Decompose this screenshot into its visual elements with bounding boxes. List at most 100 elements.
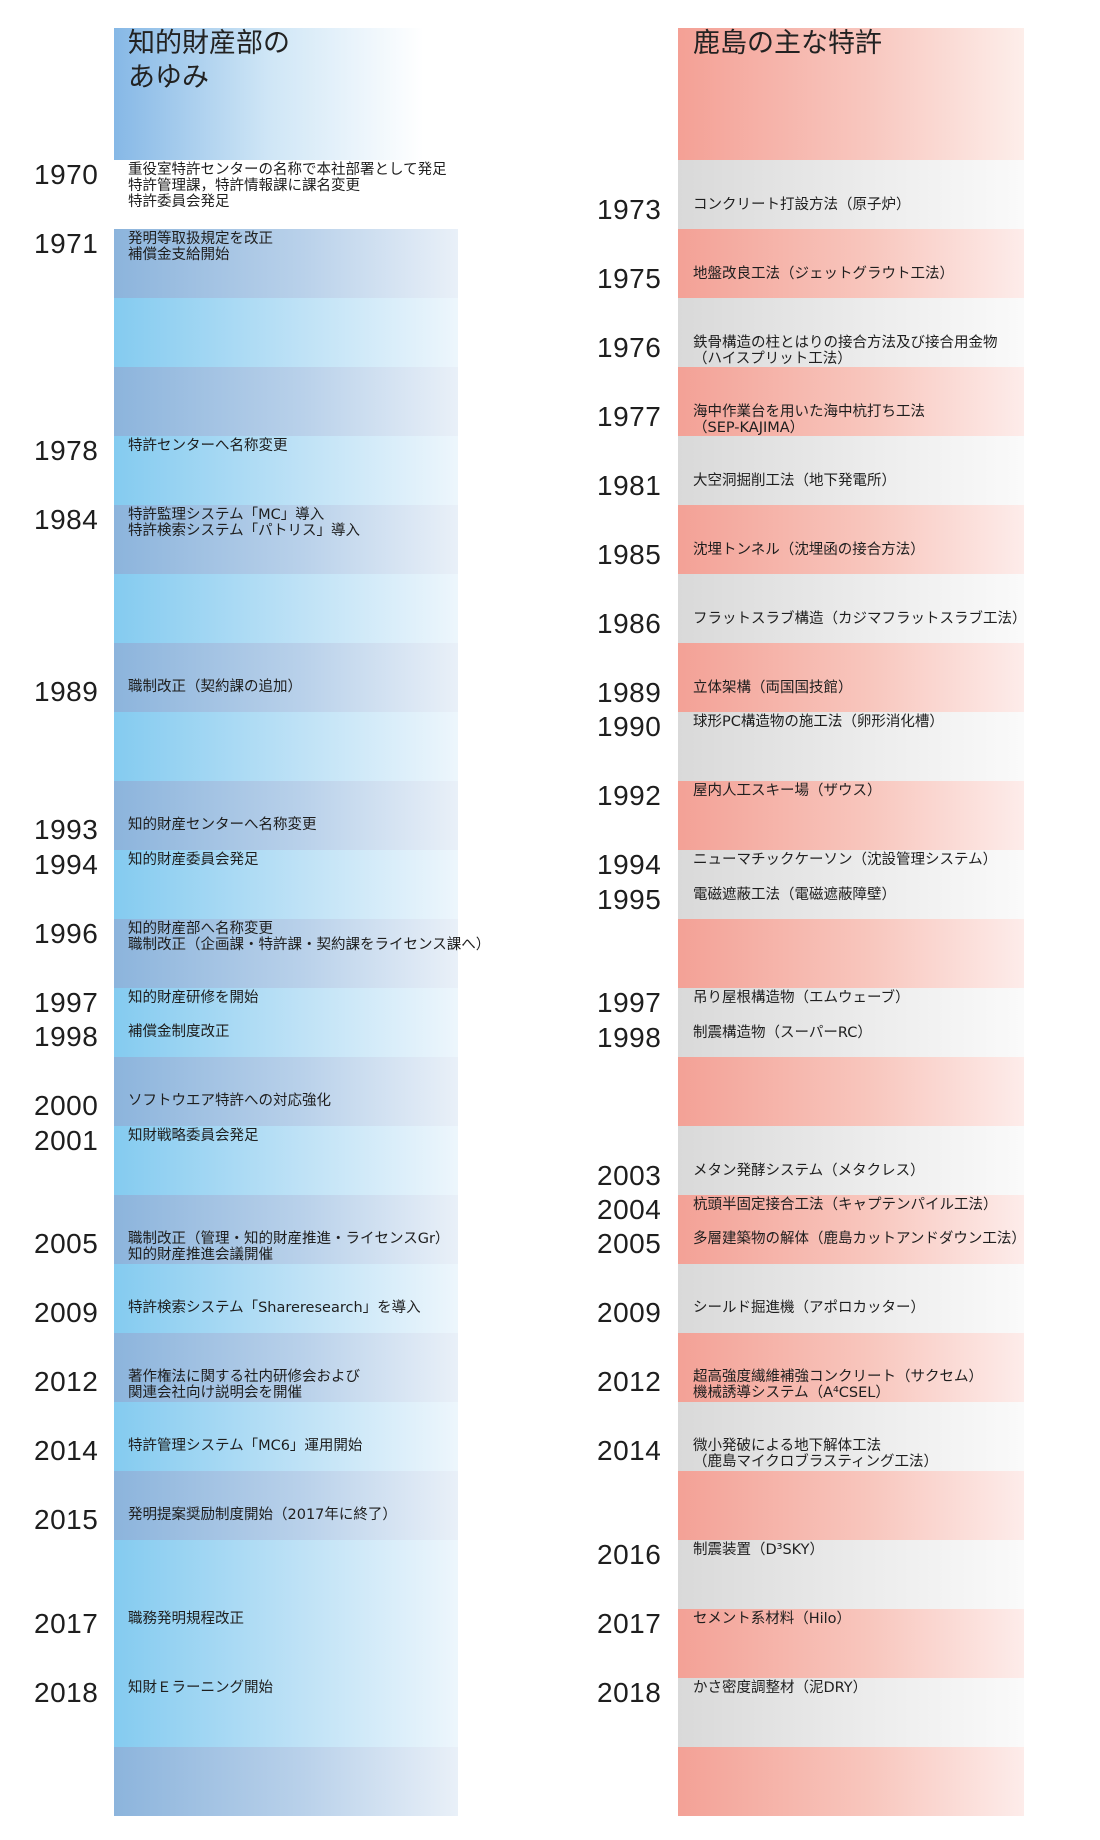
event-line: 微小発破による地下解体工法 (693, 1438, 882, 1454)
event-line: 杭頭半固定接合工法（キャプテンパイル工法） (693, 1197, 998, 1213)
right-event: 超高強度繊維補強コンクリート（サクセム） 機械誘導システム（A⁴CSEL） (693, 1369, 983, 1401)
left-year: 2000 (34, 1090, 99, 1121)
right-year: 1992 (597, 780, 662, 811)
event-line: 立体架構（両国国技館） (693, 680, 853, 696)
left-year: 2018 (34, 1677, 99, 1708)
event-line: ソフトウエア特許への対応強化 (128, 1093, 331, 1109)
left-band (114, 1264, 458, 1333)
right-year: 1994 (597, 849, 662, 880)
right-band (678, 1264, 1024, 1333)
event-line: 大空洞掘削工法（地下発電所） (693, 473, 896, 489)
right-year: 1986 (597, 608, 662, 639)
left-title-line1: 知的財産部の (128, 28, 290, 59)
event-line: 制震構造物（スーパーRC） (693, 1025, 872, 1041)
event-line: 地盤改良工法（ジェットグラウト工法） (693, 266, 954, 282)
event-line: 沈埋トンネル（沈埋函の接合方法） (693, 542, 925, 558)
left-event: 発明等取扱規定を改正 補償金支給開始 (128, 231, 273, 263)
right-band (678, 1540, 1024, 1609)
event-line: 関連会社向け説明会を開催 (128, 1385, 302, 1401)
event-line: 知的財産推進会議開催 (128, 1247, 273, 1263)
left-year: 2012 (34, 1366, 99, 1397)
left-band (114, 1057, 458, 1126)
left-year: 2017 (34, 1608, 99, 1639)
right-band (678, 1678, 1024, 1747)
right-event: 沈埋トンネル（沈埋函の接合方法） (693, 542, 925, 558)
event-line: 屋内人工スキー場（ザウス） (693, 783, 882, 799)
right-event: ニューマチックケーソン（沈設管理システム） (693, 852, 997, 868)
right-band (678, 229, 1024, 298)
right-year: 2003 (597, 1160, 662, 1191)
left-event: 知的財産委員会発足 (128, 852, 259, 868)
event-line: 機械誘導システム（A⁴CSEL） (693, 1385, 890, 1401)
event-line: メタン発酵システム（メタクレス） (693, 1163, 925, 1179)
left-band (114, 229, 458, 298)
right-band (678, 160, 1024, 229)
right-year: 2017 (597, 1608, 662, 1639)
right-band (678, 781, 1024, 850)
left-event: 特許検索システム「Shareresearch」を導入 (128, 1300, 421, 1316)
right-event: 鉄骨構造の柱とはりの接合方法及び接合用金物 （ハイスプリット工法） (693, 335, 998, 367)
right-band (678, 850, 1024, 919)
left-year: 1978 (34, 435, 99, 466)
right-band (678, 1471, 1024, 1540)
right-year: 2005 (597, 1228, 662, 1259)
left-band (114, 1747, 458, 1816)
left-event: 職制改正（管理・知的財産推進・ライセンスGr） 知的財産推進会議開催 (128, 1231, 449, 1263)
right-event: かさ密度調整材（泥DRY） (693, 1680, 867, 1696)
left-title-line2: あゆみ (128, 62, 209, 93)
right-band (678, 574, 1024, 643)
left-band (114, 1609, 458, 1678)
event-line: 知的財産部へ名称変更 (128, 921, 273, 937)
event-line: 重役室特許センターの名称で本社部署として発足 (128, 162, 447, 178)
left-band (114, 505, 458, 574)
right-event: コンクリート打設方法（原子炉） (693, 197, 911, 213)
right-year: 1973 (597, 194, 662, 225)
event-line: コンクリート打設方法（原子炉） (693, 197, 911, 213)
event-line: 知財戦略委員会発足 (128, 1128, 259, 1144)
left-band (114, 1471, 458, 1540)
right-event: メタン発酵システム（メタクレス） (693, 1163, 925, 1179)
event-line: ニューマチックケーソン（沈設管理システム） (693, 852, 998, 868)
right-event: シールド掘進機（アポロカッター） (693, 1300, 925, 1316)
event-line: （鹿島マイクロブラスティング工法） (693, 1454, 939, 1470)
left-event: 特許監理システム「MC」導入 特許検索システム「パトリス」導入 (128, 507, 360, 539)
left-year: 1971 (34, 228, 99, 259)
left-event: 職制改正（契約課の追加） (128, 679, 302, 695)
event-line: 特許監理システム「MC」導入 (128, 507, 325, 523)
event-line: 職務発明規程改正 (128, 1611, 244, 1627)
left-event: ソフトウエア特許への対応強化 (128, 1093, 331, 1109)
left-band (114, 1195, 458, 1264)
left-year: 1996 (34, 918, 99, 949)
event-line: 知的財産研修を開始 (128, 990, 259, 1006)
right-event: 杭頭半固定接合工法（キャプテンパイル工法） (693, 1197, 998, 1213)
left-event: 重役室特許センターの名称で本社部署として発足 特許管理課，特許情報課に課名変更 特許… (128, 162, 447, 210)
event-line: 職制改正（企画課・特許課・契約課をライセンス課へ） (128, 937, 491, 953)
event-line: （ハイスプリット工法） (693, 351, 852, 367)
right-band (678, 367, 1024, 436)
right-band (678, 712, 1024, 781)
right-year: 1995 (597, 884, 662, 915)
event-line: かさ密度調整材（泥DRY） (693, 1680, 868, 1696)
left-event: 知財Ｅラーニング開始 (128, 1680, 273, 1696)
right-year: 1998 (597, 1022, 662, 1053)
right-event: 海中作業台を用いた海中杭打ち工法 （SEP-KAJIMA） (693, 404, 925, 436)
left-band (114, 1333, 458, 1402)
right-year: 1989 (597, 677, 662, 708)
right-year: 1981 (597, 470, 662, 501)
event-line: 制震装置（D³SKY） (693, 1542, 825, 1558)
left-event: 知的財産センターへ名称変更 (128, 817, 317, 833)
right-header-band (678, 28, 1024, 160)
event-line: 知的財産センターへ名称変更 (128, 817, 317, 833)
right-event: 立体架構（両国国技館） (693, 680, 853, 696)
left-band (114, 1402, 458, 1471)
left-band (114, 1126, 458, 1195)
right-event: 電磁遮蔽工法（電磁遮蔽障壁） (693, 887, 896, 903)
event-line: 発明等取扱規定を改正 (128, 231, 273, 247)
left-band (114, 367, 458, 436)
event-line: 知財Ｅラーニング開始 (128, 1680, 273, 1696)
event-line: 補償金制度改正 (128, 1024, 230, 1040)
right-event: 多層建築物の解体（鹿島カットアンドダウン工法） (693, 1231, 1026, 1247)
right-event: 大空洞掘削工法（地下発電所） (693, 473, 896, 489)
right-band (678, 298, 1024, 367)
left-title: 知的財産部の あゆみ (128, 27, 290, 95)
